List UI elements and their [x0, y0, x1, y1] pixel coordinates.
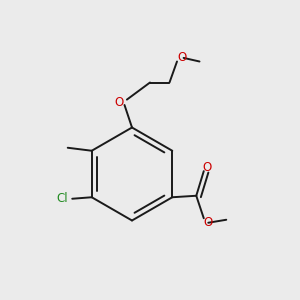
Text: O: O — [203, 216, 212, 229]
Text: O: O — [177, 50, 186, 64]
Text: Cl: Cl — [56, 192, 68, 205]
Text: O: O — [115, 96, 124, 109]
Text: O: O — [202, 161, 212, 174]
